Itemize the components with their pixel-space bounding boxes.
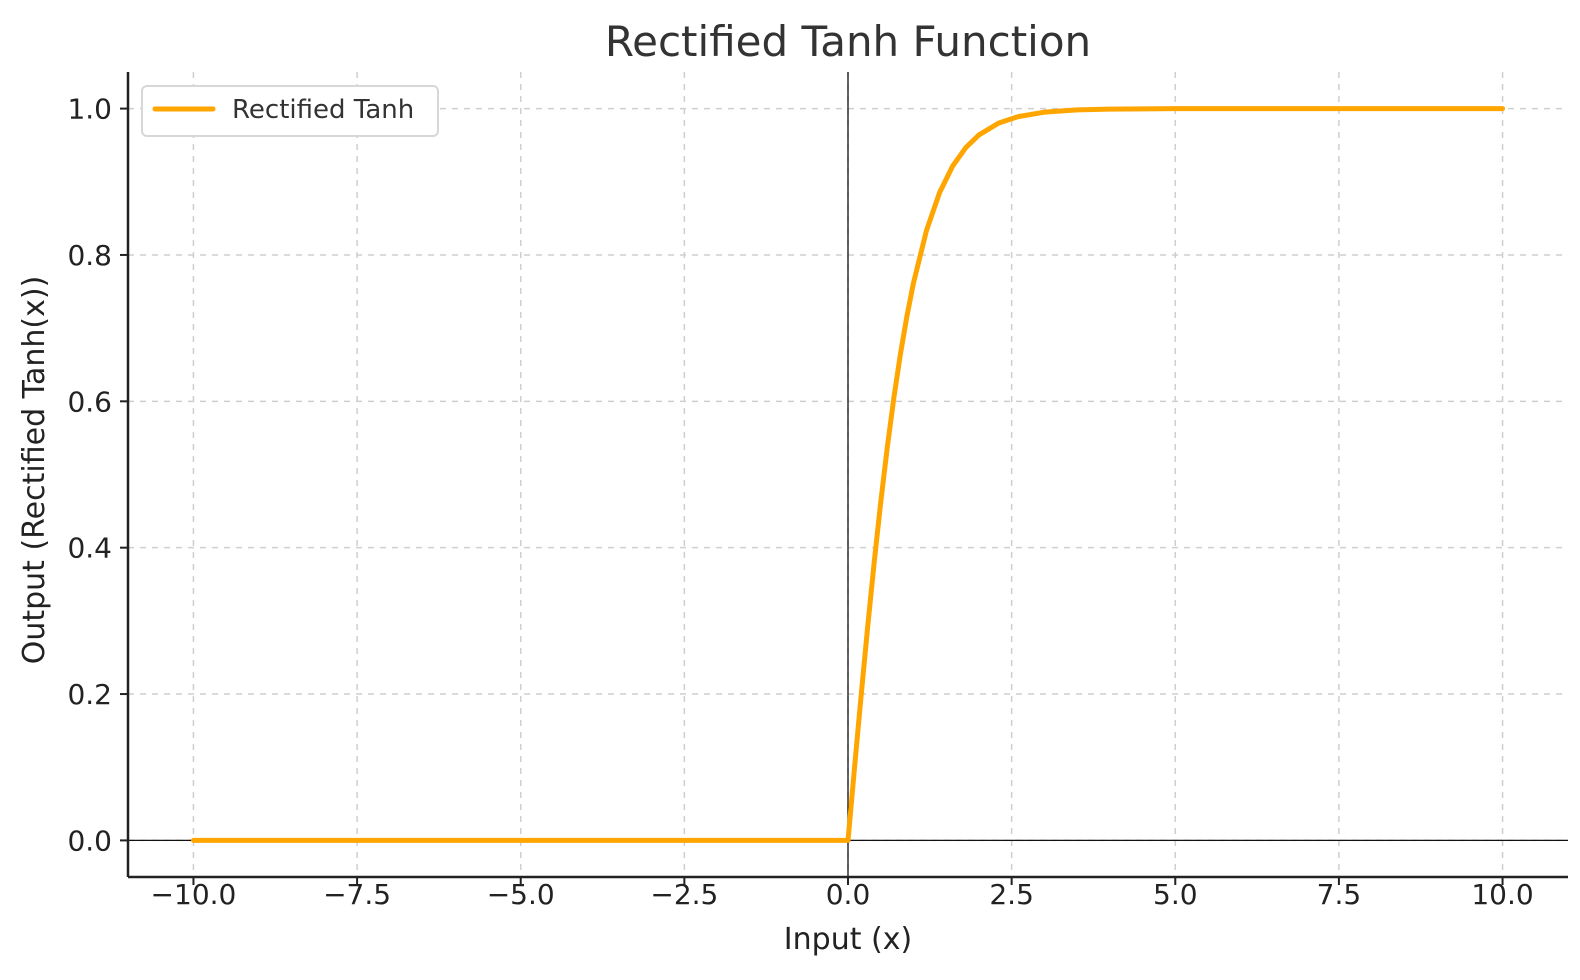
- x-tick-label: −2.5: [650, 878, 718, 911]
- x-tick-labels: −10.0 −7.5 −5.0 −2.5 0.0 2.5 5.0 7.5 10.0: [151, 878, 1534, 911]
- y-tick-label: 0.4: [67, 532, 112, 565]
- series-line-rectified-tanh: [190, 106, 1506, 843]
- x-tick-label: 5.0: [1153, 878, 1198, 911]
- axes-layer: [120, 72, 1568, 885]
- y-tick-label: 0.2: [67, 678, 112, 711]
- legend-box: [141, 85, 439, 137]
- x-tick-label: 7.5: [1317, 878, 1362, 911]
- x-tick-label: −7.5: [323, 878, 391, 911]
- x-tick-label: −10.0: [151, 878, 237, 911]
- y-axis-label: Output (Rectified Tanh(x)): [17, 276, 52, 665]
- y-tick-label: 0.6: [67, 385, 112, 418]
- x-tick-label: 2.5: [989, 878, 1034, 911]
- x-tick-label: 10.0: [1471, 878, 1533, 911]
- y-tick-label: 0.0: [67, 824, 112, 857]
- legend-label: Rectified Tanh: [232, 95, 414, 125]
- legend: Rectified Tanh: [141, 85, 439, 137]
- y-tick-labels: 0.0 0.2 0.4 0.6 0.8 1.0: [67, 93, 112, 858]
- chart-title: Rectified Tanh Function: [605, 17, 1091, 66]
- series-layer: [190, 106, 1506, 843]
- y-tick-label: 1.0: [67, 93, 112, 126]
- zero-lines: [128, 72, 1568, 877]
- x-tick-label: −5.0: [487, 878, 555, 911]
- x-axis-label: Input (x): [784, 922, 912, 957]
- x-tick-label: 0.0: [826, 878, 871, 911]
- y-tick-label: 0.8: [67, 239, 112, 272]
